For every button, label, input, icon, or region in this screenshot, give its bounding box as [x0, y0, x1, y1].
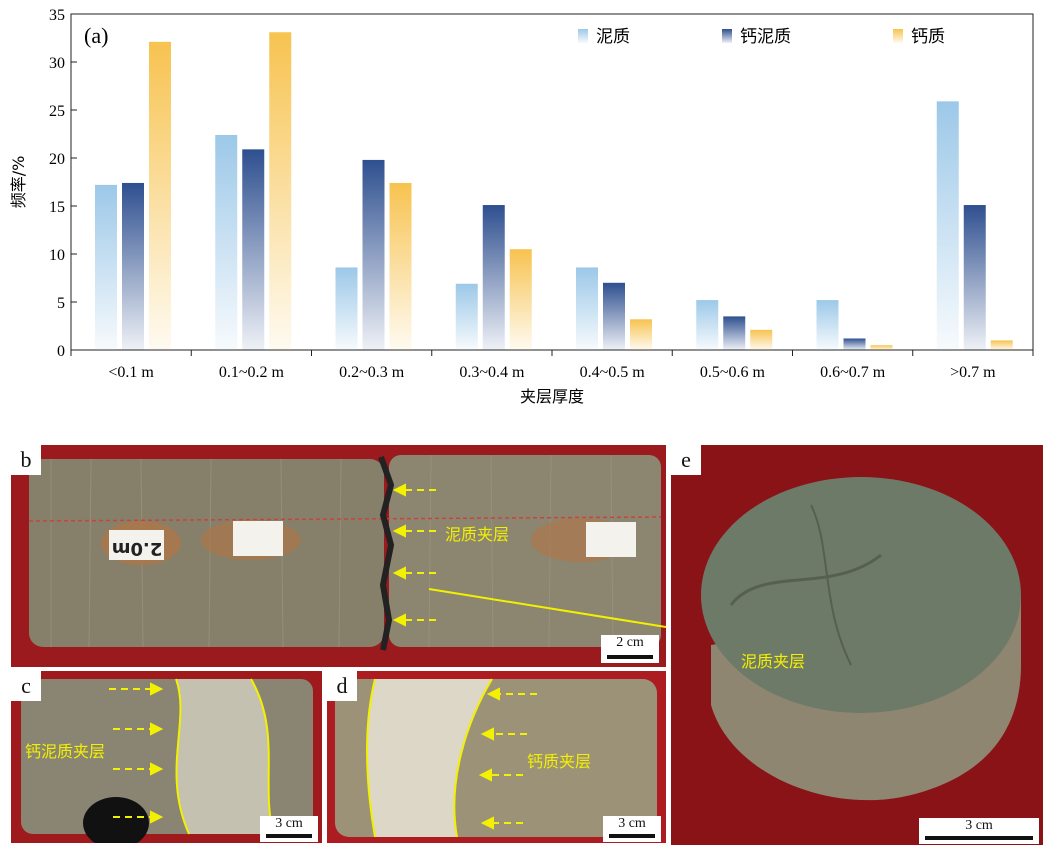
- y-tick-label: 20: [49, 151, 65, 168]
- legend-swatch: [893, 29, 903, 43]
- y-ticks: 0 5 10 15 20 25 30 35: [49, 7, 77, 360]
- photo-b: 2.0m b 泥质夹层 2 cm: [11, 445, 666, 667]
- bar-钙质-0: [149, 41, 171, 351]
- bar-钙泥质-5: [723, 316, 746, 350]
- scale-bar-d: 3 cm: [603, 816, 661, 842]
- annotation-mudstone-e: 泥质夹层: [741, 652, 806, 671]
- legend-label: 钙泥质: [740, 27, 791, 47]
- photo-d: d 钙质夹层 3 cm: [327, 671, 666, 843]
- x-tick-label: 0.6~0.7 m: [820, 364, 886, 381]
- bar-钙质-6: [870, 345, 893, 350]
- scale-label-e: 3 cm: [965, 818, 993, 833]
- bars: [95, 32, 1013, 351]
- core-d-image: [327, 671, 666, 843]
- bar-泥质-2: [335, 267, 358, 350]
- scale-label-b: 2 cm: [616, 635, 644, 650]
- legend-swatch: [578, 29, 588, 43]
- scale-label-d: 3 cm: [618, 816, 646, 831]
- bar-钙泥质-3: [482, 205, 505, 350]
- y-tick-label: 15: [49, 199, 65, 216]
- y-tick-label: 0: [57, 343, 65, 360]
- panel-letter-b: b: [11, 445, 41, 475]
- x-axis-label: 夹层厚度: [520, 387, 584, 406]
- core-e-image: [671, 445, 1043, 845]
- bar-钙泥质-4: [603, 282, 625, 350]
- annotation-calc-d: 钙质夹层: [527, 752, 592, 771]
- arrows-c: [109, 682, 164, 824]
- annotation-mudstone-b: 泥质夹层: [445, 525, 510, 544]
- scale-bar-b: 2 cm: [601, 635, 659, 663]
- bar-钙泥质-1: [242, 149, 265, 350]
- x-tick-label: 0.1~0.2 m: [219, 364, 285, 381]
- bar-钙泥质-7: [963, 205, 986, 350]
- core-c-image: [11, 671, 322, 843]
- scale-bar-e: 3 cm: [919, 818, 1039, 844]
- bar-钙泥质-2: [362, 159, 385, 350]
- bar-钙泥质-0: [122, 182, 144, 350]
- bar-钙质-1: [269, 32, 292, 351]
- annotation-calc-mud-c: 钙泥质夹层: [25, 742, 106, 761]
- bar-钙质-7: [990, 340, 1013, 350]
- legend-label: 泥质: [596, 27, 630, 47]
- bar-泥质-0: [95, 184, 117, 350]
- legend-label: 钙质: [911, 27, 945, 47]
- panel-letter-d: d: [327, 671, 357, 701]
- bar-钙质-4: [630, 319, 652, 350]
- x-tick-label: 0.2~0.3 m: [339, 364, 405, 381]
- bar-泥质-7: [936, 101, 959, 350]
- y-tick-label: 5: [57, 295, 65, 312]
- panel-letter-c: c: [11, 671, 41, 701]
- bar-泥质-4: [576, 267, 598, 350]
- legend-swatch: [722, 29, 732, 43]
- x-tick-label: 0.4~0.5 m: [580, 364, 646, 381]
- panel-letter-e: e: [671, 445, 701, 475]
- x-tick-label: 0.3~0.4 m: [459, 364, 525, 381]
- bar-钙质-2: [389, 182, 412, 350]
- y-axis-label: 频率/%: [9, 156, 28, 209]
- bar-泥质-3: [455, 283, 478, 350]
- arrows-d: [478, 687, 537, 830]
- x-tick-label: <0.1 m: [108, 364, 154, 381]
- depth-label: 2.0m: [111, 538, 163, 559]
- scale-label-c: 3 cm: [275, 816, 303, 831]
- core-b-image: [11, 445, 666, 667]
- panel-label: (a): [84, 23, 108, 48]
- photo-c: c 钙泥质夹层 3 cm: [11, 671, 322, 843]
- x-ticks: <0.1 m 0.1~0.2 m 0.2~0.3 m 0.3~0.4 m 0.4~0.5…: [70, 350, 1034, 381]
- y-tick-label: 25: [49, 103, 65, 120]
- bar-泥质-1: [215, 134, 238, 350]
- bar-泥质-6: [816, 300, 839, 350]
- x-tick-label: 0.5~0.6 m: [700, 364, 766, 381]
- bar-泥质-5: [696, 300, 719, 350]
- x-tick-label: >0.7 m: [950, 364, 996, 381]
- legend: 泥质 钙泥质 钙质: [578, 27, 945, 47]
- y-tick-label: 35: [49, 7, 65, 24]
- photo-e: e 泥质夹层 3 cm: [671, 445, 1043, 845]
- bar-chart: (a) 频率/% 夹层厚度 0 5 10 15 20 25 30 35 <0.1 m 0.1~0…: [9, 7, 1034, 406]
- y-tick-label: 10: [49, 247, 65, 264]
- bar-钙质-3: [509, 249, 532, 350]
- bar-钙质-5: [750, 329, 773, 350]
- scale-bar-c: 3 cm: [260, 816, 318, 842]
- y-tick-label: 30: [49, 55, 65, 72]
- bar-钙泥质-6: [843, 338, 866, 350]
